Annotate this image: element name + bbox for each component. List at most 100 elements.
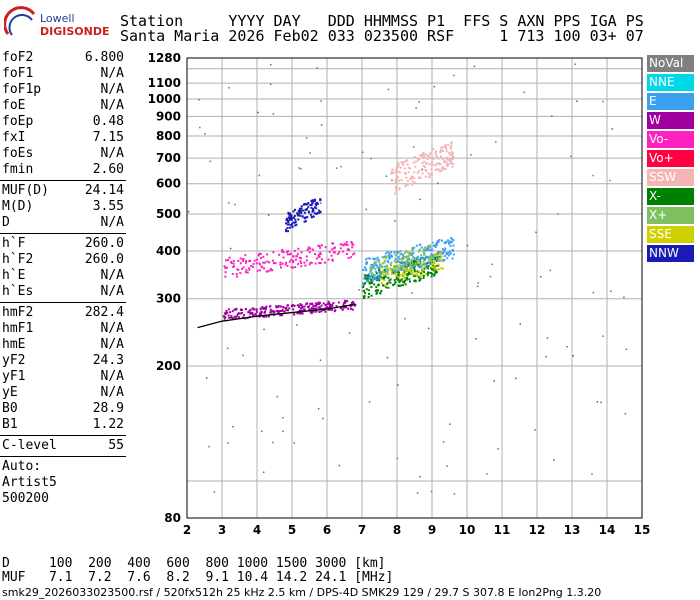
echo-point	[298, 305, 301, 308]
param-row: h`F 260.0	[0, 236, 126, 252]
noise-point	[320, 124, 323, 126]
echo-point	[368, 281, 371, 284]
echo-point	[440, 167, 443, 170]
echo-point	[274, 262, 277, 265]
noise-point	[305, 137, 308, 139]
echo-point	[421, 263, 424, 266]
echo-point	[450, 144, 453, 147]
noise-point	[539, 276, 542, 278]
param-value: N/A	[100, 321, 124, 336]
echo-point	[369, 270, 372, 273]
param-value: 260.0	[84, 252, 124, 267]
autoscaling-artist: Artist5	[2, 475, 57, 490]
echo-point	[390, 261, 393, 264]
echo-point	[375, 292, 378, 295]
noise-point	[475, 338, 477, 340]
echo-point	[412, 262, 415, 265]
param-label: h`Es	[2, 284, 34, 299]
echo-point	[290, 258, 293, 261]
echo-point	[319, 253, 322, 256]
noise-point	[486, 473, 488, 475]
echo-point	[343, 243, 346, 246]
echo-point	[339, 307, 342, 310]
echo-point	[363, 277, 366, 280]
echo-point	[403, 167, 406, 170]
echo-point	[423, 156, 426, 159]
echo-point	[363, 274, 366, 277]
y-tick-label: 80	[164, 511, 181, 525]
echo-point	[351, 246, 354, 249]
echo-point	[427, 245, 430, 248]
echo-point	[362, 289, 365, 292]
param-row: h`E N/A	[0, 268, 126, 284]
echo-point	[443, 258, 446, 261]
echo-point	[442, 251, 445, 254]
echo-point	[379, 292, 382, 295]
noise-point	[545, 355, 547, 358]
echo-point	[316, 257, 319, 260]
echo-point	[258, 269, 261, 272]
noise-point	[600, 401, 602, 404]
echo-point	[426, 157, 429, 160]
echo-point	[413, 270, 416, 273]
echo-point	[380, 277, 383, 280]
echo-point	[332, 302, 335, 305]
echo-point	[376, 259, 379, 262]
echo-point	[374, 262, 377, 265]
echo-point	[257, 254, 260, 257]
echo-point	[305, 302, 308, 305]
echo-point	[287, 219, 290, 222]
noise-point	[473, 65, 476, 68]
echo-point	[248, 309, 251, 312]
echo-point	[366, 262, 369, 265]
echo-point	[265, 305, 268, 308]
echo-point	[405, 278, 408, 281]
echo-point	[439, 155, 442, 158]
param-value: 7.15	[92, 130, 124, 145]
echo-point	[232, 260, 235, 263]
noise-point	[557, 213, 559, 215]
echo-point	[433, 268, 436, 271]
echo-point	[233, 308, 236, 311]
footer-distance-row: D 100 200 400 600 800 1000 1500 3000 [km…	[2, 556, 386, 571]
param-label: h`F2	[2, 252, 34, 267]
echo-point	[435, 242, 438, 245]
echo-point	[273, 310, 276, 313]
echo-point	[384, 274, 387, 277]
echo-point	[287, 250, 290, 253]
echo-point	[309, 261, 312, 264]
echo-point	[437, 157, 440, 160]
noise-point	[592, 291, 595, 294]
echo-point	[297, 247, 300, 250]
noise-point	[232, 425, 234, 428]
echo-point	[236, 268, 239, 271]
echo-point	[304, 220, 307, 223]
echo-point	[435, 154, 438, 157]
echo-point	[388, 253, 391, 256]
echo-point	[395, 170, 398, 173]
echo-point	[368, 273, 371, 276]
echo-point	[425, 266, 428, 269]
echo-point	[411, 183, 414, 186]
echo-point	[402, 266, 405, 269]
echo-point	[386, 282, 389, 285]
echo-point	[271, 259, 274, 262]
echo-point	[400, 166, 403, 169]
echo-point	[223, 312, 226, 315]
echo-point	[384, 270, 387, 273]
param-label: foEp	[2, 114, 34, 129]
x-tick-label: 8	[393, 523, 401, 537]
echo-point	[431, 262, 434, 265]
echo-point	[399, 279, 402, 282]
noise-point	[208, 445, 210, 448]
echo-point	[231, 310, 234, 313]
echo-point	[285, 218, 288, 221]
echo-point	[367, 279, 370, 282]
echo-point	[329, 308, 332, 311]
echo-point	[390, 172, 393, 175]
echo-point	[451, 158, 454, 161]
echo-point	[405, 269, 408, 272]
echo-point	[255, 308, 258, 311]
param-label: h`E	[2, 268, 26, 283]
echo-point	[306, 216, 309, 219]
